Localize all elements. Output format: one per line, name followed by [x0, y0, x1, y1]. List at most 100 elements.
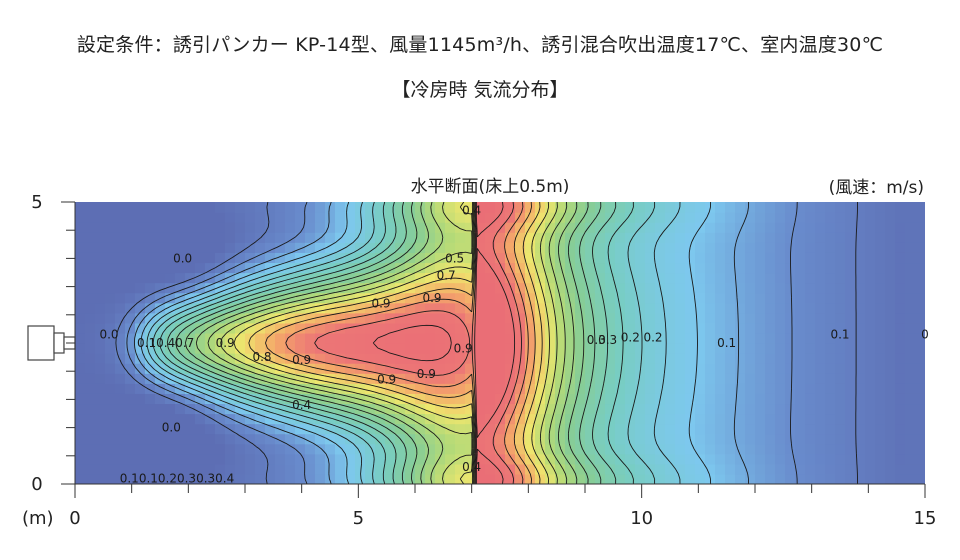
field-cell — [275, 282, 286, 294]
field-cell — [805, 222, 816, 233]
field-cell — [815, 423, 826, 435]
field-cell — [745, 322, 756, 334]
field-cell — [755, 252, 766, 264]
field-cell — [155, 242, 166, 253]
field-cell — [145, 363, 156, 374]
field-cell — [635, 232, 646, 243]
field-cell — [545, 282, 556, 294]
field-cell — [785, 332, 796, 344]
outlet-box — [27, 325, 55, 361]
field-cell — [745, 302, 756, 314]
field-cell — [455, 262, 466, 274]
field-cell — [445, 433, 456, 445]
field-cell — [775, 292, 786, 304]
field-cell — [555, 212, 566, 223]
field-cell — [155, 202, 166, 213]
field-cell — [665, 403, 676, 415]
contour-line — [195, 202, 578, 484]
field-cell — [645, 332, 656, 344]
field-cell — [375, 232, 386, 243]
field-cell — [165, 403, 176, 415]
field-cell — [335, 202, 346, 213]
field-cell — [775, 393, 786, 405]
field-cell — [855, 343, 866, 354]
field-cell — [255, 363, 266, 374]
field-cell — [205, 292, 216, 304]
field-cell — [405, 312, 416, 324]
field-cell — [835, 222, 846, 233]
field-cell — [345, 212, 356, 223]
field-cell — [705, 383, 716, 394]
field-cell — [215, 302, 226, 314]
field-cell — [705, 363, 716, 374]
field-cell — [105, 463, 116, 475]
field-cell — [185, 252, 196, 264]
field-cell — [375, 353, 386, 364]
field-cell — [135, 292, 146, 304]
field-cell — [375, 433, 386, 445]
field-cell — [255, 373, 266, 384]
field-cell — [615, 383, 626, 394]
field-cell — [505, 292, 516, 304]
field-cell — [455, 322, 466, 334]
field-cell — [645, 262, 656, 274]
field-cell — [285, 222, 296, 233]
field-cell — [675, 423, 686, 435]
field-cell — [85, 262, 96, 274]
field-cell — [435, 222, 446, 233]
field-cell — [815, 473, 826, 484]
field-cell — [415, 332, 426, 344]
field-cell — [485, 343, 496, 354]
field-cell — [545, 272, 556, 284]
field-cell — [445, 252, 456, 264]
contour-line — [265, 202, 536, 484]
field-cell — [565, 272, 576, 284]
field-cell — [565, 262, 576, 274]
contour-line — [314, 202, 522, 484]
field-cell — [315, 463, 326, 475]
field-cell — [895, 473, 906, 484]
field-cell — [325, 272, 336, 284]
field-cell — [555, 332, 566, 344]
field-cell — [785, 242, 796, 253]
field-cell — [295, 353, 306, 364]
field-cell — [215, 292, 226, 304]
field-cell — [755, 202, 766, 213]
field-cell — [75, 292, 86, 304]
field-cell — [175, 332, 186, 344]
contour-label: 0.1 — [830, 328, 849, 342]
field-cell — [685, 292, 696, 304]
field-cell — [475, 232, 486, 243]
field-cell — [85, 272, 96, 284]
field-cell — [765, 363, 776, 374]
field-cell — [685, 272, 696, 284]
field-cell — [215, 393, 226, 405]
field-cell — [745, 363, 756, 374]
field-cell — [355, 292, 366, 304]
field-cell — [405, 272, 416, 284]
field-cell — [595, 242, 606, 253]
field-cell — [145, 383, 156, 394]
field-cell — [305, 403, 316, 415]
field-cell — [75, 272, 86, 284]
field-cell — [695, 443, 706, 455]
field-cell — [245, 443, 256, 455]
field-cell — [455, 282, 466, 294]
field-cell — [715, 202, 726, 213]
field-cell — [175, 473, 186, 484]
field-cell — [735, 202, 746, 213]
field-cell — [535, 272, 546, 284]
contour-label: 0.4 — [292, 398, 311, 412]
field-cell — [105, 363, 116, 374]
field-cell — [895, 312, 906, 324]
field-cell — [345, 433, 356, 445]
field-cell — [195, 383, 206, 394]
field-cell — [635, 332, 646, 344]
field-cell — [775, 322, 786, 334]
field-cell — [845, 373, 856, 384]
field-cell — [185, 443, 196, 455]
field-cell — [275, 322, 286, 334]
field-cell — [295, 202, 306, 213]
field-cell — [565, 302, 576, 314]
field-cell — [655, 222, 666, 233]
